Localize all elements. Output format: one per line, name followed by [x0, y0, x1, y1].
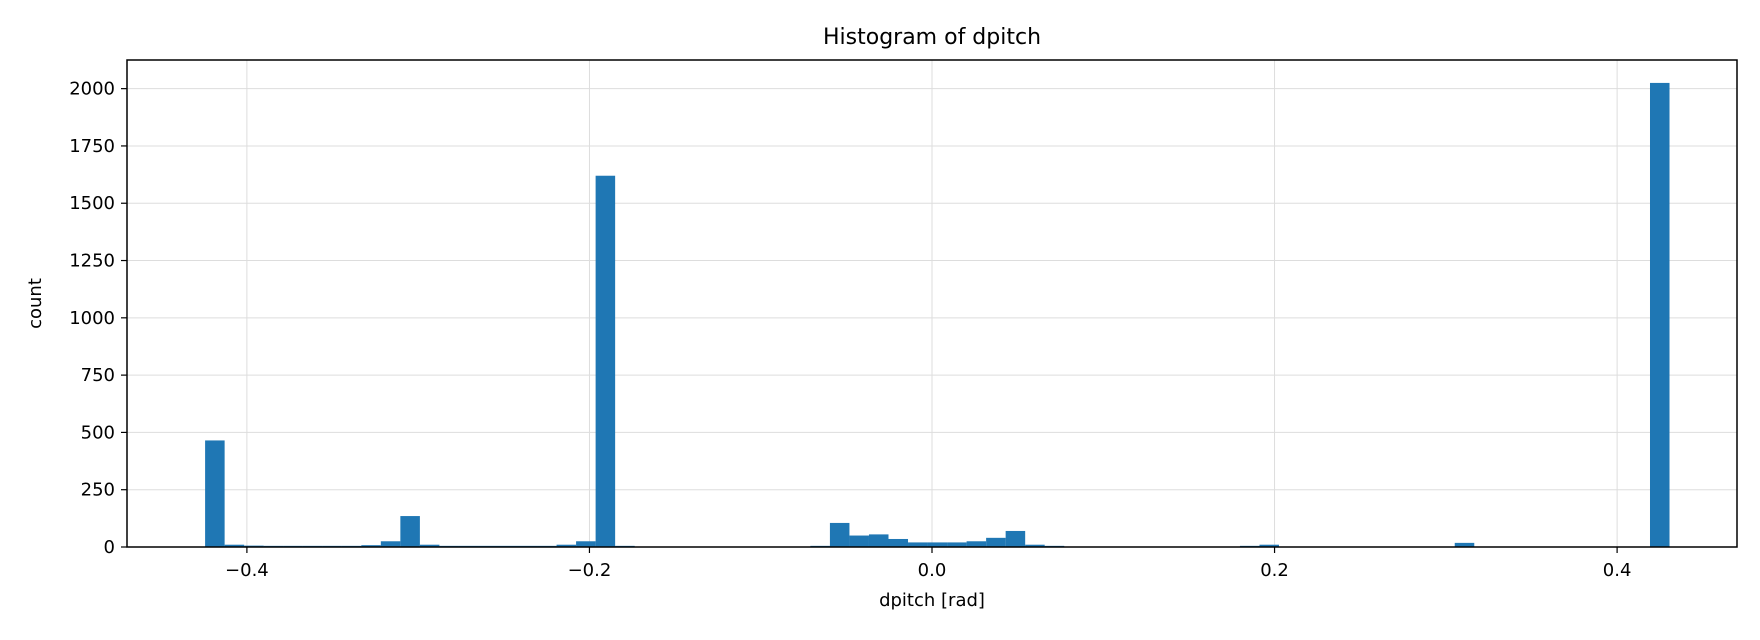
histogram-bar: [1025, 544, 1045, 547]
histogram-bar: [947, 542, 967, 547]
y-tick-label: 1750: [69, 136, 115, 157]
x-tick-label: 0.0: [918, 560, 947, 581]
histogram-bar: [419, 544, 440, 547]
y-tick-label: 1000: [69, 308, 115, 329]
y-tick-label: 1500: [69, 193, 115, 214]
x-axis-ticks: −0.4 −0.2 0.0 0.2 0.4: [225, 547, 1631, 581]
chart-title: Histogram of dpitch: [823, 25, 1041, 50]
histogram-bar: [576, 541, 596, 547]
histogram-bar: [400, 516, 420, 547]
x-tick-label: −0.4: [225, 560, 269, 581]
y-tick-label: 1250: [69, 251, 115, 272]
histogram-bar: [986, 537, 1006, 547]
histogram-bar: [595, 175, 616, 547]
histogram-bar: [224, 544, 245, 547]
histogram-bar: [868, 534, 889, 547]
y-tick-label: 750: [81, 365, 115, 386]
y-axis-ticks: 0 250 500 750 1000 1250 1500 1750 2000: [69, 79, 127, 558]
y-tick-label: 250: [81, 480, 115, 501]
histogram-bar: [829, 522, 850, 547]
y-axis-label: count: [25, 278, 46, 329]
histogram-bars: [205, 82, 1670, 547]
histogram-bar: [361, 545, 381, 547]
y-tick-label: 500: [81, 422, 115, 443]
y-tick-label: 0: [104, 537, 115, 558]
histogram-bar: [1454, 542, 1475, 547]
grid-lines: [127, 60, 1737, 548]
histogram-bar: [966, 541, 987, 547]
histogram-bar: [1649, 82, 1670, 547]
histogram-bar: [556, 544, 577, 547]
x-axis-label: dpitch [rad]: [879, 590, 985, 611]
histogram-bar: [908, 542, 928, 547]
histogram-bar: [1259, 544, 1280, 547]
x-tick-label: −0.2: [568, 560, 612, 581]
x-tick-label: 0.4: [1603, 560, 1632, 581]
histogram-bar: [849, 535, 869, 547]
histogram-bar: [380, 541, 401, 547]
histogram-bar: [927, 542, 948, 547]
y-tick-label: 2000: [69, 79, 115, 100]
histogram-bar: [205, 440, 225, 547]
histogram-bar: [1005, 530, 1026, 547]
x-tick-label: 0.2: [1260, 560, 1289, 581]
histogram-bar: [888, 538, 909, 547]
